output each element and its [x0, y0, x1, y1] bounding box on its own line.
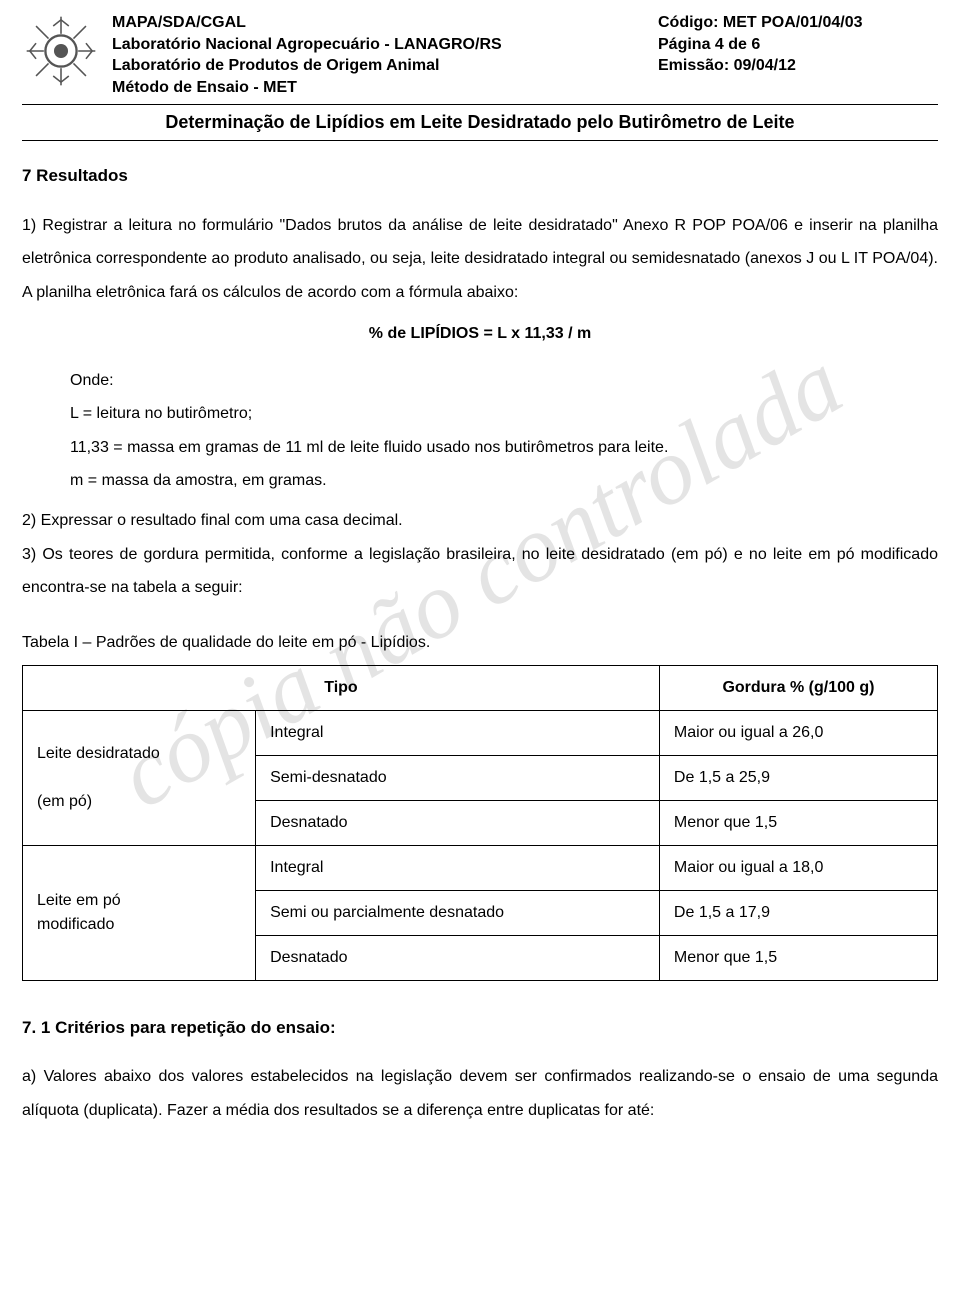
org-line-4: Método de Ensaio - MET: [112, 77, 646, 99]
tipo-cell: Desnatado: [256, 935, 660, 980]
section-7-1-heading: 7. 1 Critérios para repetição do ensaio:: [22, 1015, 938, 1041]
th-gordura: Gordura % (g/100 g): [659, 665, 937, 710]
paragraph-3: 3) Os teores de gordura permitida, confo…: [22, 538, 938, 605]
table-row: Leite desidratado (em pó) Integral Maior…: [23, 710, 938, 755]
document-title: Determinação de Lipídios em Leite Desidr…: [22, 104, 938, 141]
quality-table: Tipo Gordura % (g/100 g) Leite desidrata…: [22, 665, 938, 981]
tipo-cell: Semi-desnatado: [256, 755, 660, 800]
tipo-cell: Integral: [256, 845, 660, 890]
cat2-line1: Leite em pó: [37, 892, 121, 909]
table-caption: Tabela I – Padrões de qualidade do leite…: [22, 631, 938, 655]
table-row: Leite em pó modificado Integral Maior ou…: [23, 845, 938, 890]
doc-page: Página 4 de 6: [658, 34, 938, 56]
document-header: MAPA/SDA/CGAL Laboratório Nacional Agrop…: [22, 12, 938, 98]
cat1-line1: Leite desidratado: [37, 745, 160, 762]
org-line-2: Laboratório Nacional Agropecuário - LANA…: [112, 34, 646, 56]
paragraph-1: 1) Registrar a leitura no formulário "Da…: [22, 209, 938, 310]
org-line-3: Laboratório de Produtos de Origem Animal: [112, 55, 646, 77]
section-7-heading: 7 Resultados: [22, 163, 938, 189]
paragraph-2: 2) Expressar o resultado final com uma c…: [22, 504, 938, 538]
def-L: L = leitura no butirômetro;: [70, 397, 938, 431]
def-1133: 11,33 = massa em gramas de 11 ml de leit…: [70, 431, 938, 465]
gordura-cell: Maior ou igual a 26,0: [659, 710, 937, 755]
org-line-1: MAPA/SDA/CGAL: [112, 12, 646, 34]
tipo-cell: Desnatado: [256, 800, 660, 845]
onde-label: Onde:: [70, 364, 938, 398]
cat1-line2: (em pó): [37, 793, 92, 810]
header-right-block: Código: MET POA/01/04/03 Página 4 de 6 E…: [658, 12, 938, 77]
tipo-cell: Integral: [256, 710, 660, 755]
gordura-cell: Menor que 1,5: [659, 800, 937, 845]
th-tipo: Tipo: [23, 665, 660, 710]
header-left-block: MAPA/SDA/CGAL Laboratório Nacional Agrop…: [112, 12, 646, 98]
category-1: Leite desidratado (em pó): [23, 710, 256, 845]
doc-code: Código: MET POA/01/04/03: [658, 12, 938, 34]
gordura-cell: De 1,5 a 25,9: [659, 755, 937, 800]
gordura-cell: Maior ou igual a 18,0: [659, 845, 937, 890]
tipo-cell: Semi ou parcialmente desnatado: [256, 890, 660, 935]
gordura-cell: Menor que 1,5: [659, 935, 937, 980]
brazil-emblem-icon: [22, 12, 100, 90]
paragraph-7-1: a) Valores abaixo dos valores estabeleci…: [22, 1060, 938, 1127]
cat2-line2: modificado: [37, 916, 114, 933]
table-header-row: Tipo Gordura % (g/100 g): [23, 665, 938, 710]
formula-lipidios: % de LIPÍDIOS = L x 11,33 / m: [22, 322, 938, 346]
doc-emission: Emissão: 09/04/12: [658, 55, 938, 77]
definitions-block: Onde: L = leitura no butirômetro; 11,33 …: [70, 364, 938, 498]
category-2: Leite em pó modificado: [23, 845, 256, 980]
gordura-cell: De 1,5 a 17,9: [659, 890, 937, 935]
def-m: m = massa da amostra, em gramas.: [70, 464, 938, 498]
